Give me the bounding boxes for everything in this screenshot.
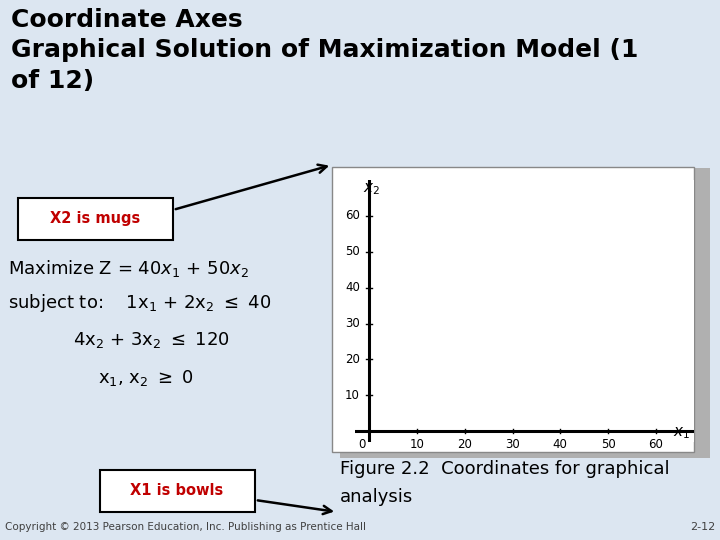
Text: 50: 50 — [600, 438, 616, 451]
Text: X1 is bowls: X1 is bowls — [130, 483, 224, 498]
Text: analysis: analysis — [340, 488, 413, 506]
Text: 4x$_2$ + 3x$_2$ $\leq$ 120: 4x$_2$ + 3x$_2$ $\leq$ 120 — [73, 330, 230, 350]
Text: X2 is mugs: X2 is mugs — [50, 212, 140, 226]
Text: 60: 60 — [345, 210, 360, 222]
Text: Maximize Z = $40x$$_1$ + $50x$$_2$: Maximize Z = $40x$$_1$ + $50x$$_2$ — [8, 258, 249, 279]
Text: 20: 20 — [345, 353, 360, 366]
Text: 2-12: 2-12 — [690, 522, 715, 532]
Bar — [332, 167, 694, 452]
Bar — [340, 168, 710, 458]
Text: Copyright © 2013 Pearson Education, Inc. Publishing as Prentice Hall: Copyright © 2013 Pearson Education, Inc.… — [5, 522, 366, 532]
Text: 30: 30 — [345, 317, 360, 330]
Text: 10: 10 — [345, 389, 360, 402]
Text: 40: 40 — [553, 438, 568, 451]
Text: 50: 50 — [345, 245, 360, 258]
Text: 20: 20 — [457, 438, 472, 451]
Text: $x_2$: $x_2$ — [363, 181, 380, 197]
Text: $x_1$: $x_1$ — [673, 425, 690, 441]
Text: 10: 10 — [410, 438, 425, 451]
Text: x$_1$, x$_2$ $\geq$ 0: x$_1$, x$_2$ $\geq$ 0 — [98, 368, 194, 388]
Text: Figure 2.2  Coordinates for graphical: Figure 2.2 Coordinates for graphical — [340, 460, 670, 478]
Text: 0: 0 — [359, 438, 366, 451]
Text: 40: 40 — [345, 281, 360, 294]
Text: 30: 30 — [505, 438, 520, 451]
Text: Coordinate Axes
Graphical Solution of Maximization Model (1
of 12): Coordinate Axes Graphical Solution of Ma… — [11, 8, 638, 93]
Text: subject to:    1x$_1$ + 2x$_2$ $\leq$ 40: subject to: 1x$_1$ + 2x$_2$ $\leq$ 40 — [8, 292, 271, 314]
Bar — [18, 198, 173, 240]
Text: 60: 60 — [649, 438, 663, 451]
Bar — [100, 470, 255, 512]
